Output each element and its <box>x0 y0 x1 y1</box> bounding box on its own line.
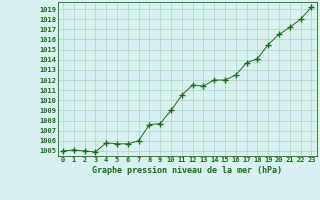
X-axis label: Graphe pression niveau de la mer (hPa): Graphe pression niveau de la mer (hPa) <box>92 166 282 175</box>
